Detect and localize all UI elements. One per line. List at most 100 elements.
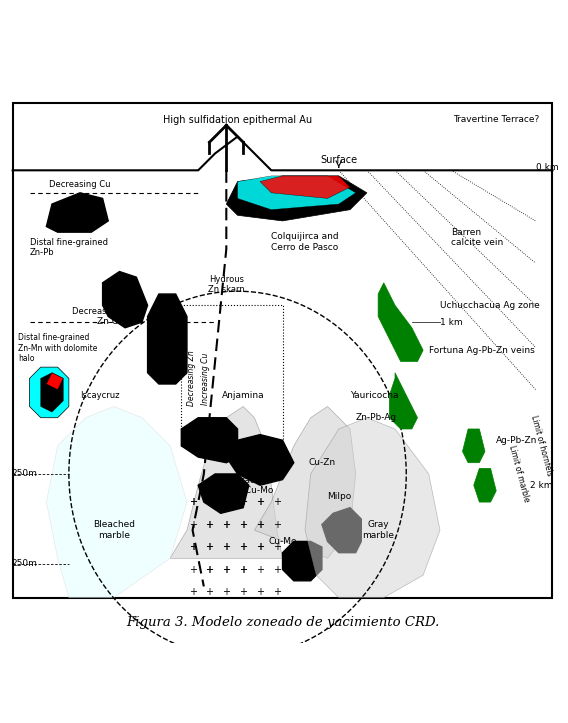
Text: +: +: [256, 542, 264, 552]
Bar: [181, 305, 282, 446]
Text: Figura 3. Modelo zoneado de yacimiento CRD.: Figura 3. Modelo zoneado de yacimiento C…: [126, 617, 439, 630]
Text: Fortuna Ag-Pb-Zn veins: Fortuna Ag-Pb-Zn veins: [429, 346, 534, 355]
Text: Uchucchacua Ag zone: Uchucchacua Ag zone: [440, 301, 540, 309]
Text: Decreasing Zn: Decreasing Zn: [187, 351, 196, 406]
Text: +: +: [206, 497, 214, 507]
Text: +: +: [189, 587, 197, 597]
Polygon shape: [474, 469, 496, 502]
Polygon shape: [282, 542, 322, 581]
Text: +: +: [273, 587, 281, 597]
Text: Distal fine-grained
Zn-Pb: Distal fine-grained Zn-Pb: [30, 238, 107, 257]
Text: Limit of hornfels: Limit of hornfels: [529, 414, 554, 477]
Text: Zn-Pb-Ag: Zn-Pb-Ag: [356, 414, 397, 422]
Polygon shape: [237, 176, 356, 210]
Text: Yauricocha: Yauricocha: [350, 390, 399, 400]
Text: Increasing Cu: Increasing Cu: [201, 352, 210, 405]
Text: Surface: Surface: [320, 155, 357, 165]
Text: +: +: [239, 520, 247, 529]
Polygon shape: [181, 418, 237, 463]
Polygon shape: [170, 406, 282, 558]
Polygon shape: [254, 406, 356, 558]
Text: Barren
calcite vein: Barren calcite vein: [451, 228, 503, 247]
Text: +: +: [273, 565, 281, 575]
Polygon shape: [148, 294, 187, 384]
Text: 250m: 250m: [11, 469, 37, 479]
Text: +: +: [222, 565, 230, 575]
Text: Milpo: Milpo: [327, 492, 351, 501]
Text: +: +: [206, 542, 214, 552]
Text: +: +: [239, 565, 247, 575]
Polygon shape: [226, 435, 294, 485]
Text: +: +: [189, 565, 197, 575]
Text: +: +: [256, 497, 264, 507]
Text: Travertine Terrace?: Travertine Terrace?: [453, 115, 540, 124]
Text: +: +: [189, 497, 197, 507]
Polygon shape: [41, 373, 63, 412]
Text: Decreasing Cu: Decreasing Cu: [72, 307, 133, 316]
Polygon shape: [226, 176, 367, 221]
Text: +: +: [239, 587, 247, 597]
Text: +: +: [222, 542, 230, 552]
Text: 2 km: 2 km: [530, 481, 553, 489]
Text: High sulfidation epithermal Au: High sulfidation epithermal Au: [163, 115, 312, 124]
Text: Anjamina: Anjamina: [222, 390, 265, 400]
Polygon shape: [30, 367, 69, 418]
Polygon shape: [47, 406, 187, 598]
Text: Distal fine-grained
Zn-Mn with dolomite
halo: Distal fine-grained Zn-Mn with dolomite …: [18, 333, 98, 363]
Text: 1 km: 1 km: [440, 317, 462, 327]
Polygon shape: [260, 176, 350, 198]
Polygon shape: [322, 508, 361, 552]
Text: +: +: [189, 497, 197, 507]
Text: Limit of marble: Limit of marble: [507, 445, 531, 503]
Text: +: +: [189, 520, 197, 529]
Text: +: +: [256, 520, 264, 529]
Text: +: +: [256, 497, 264, 507]
Polygon shape: [305, 418, 440, 598]
Text: +: +: [222, 587, 230, 597]
Text: +: +: [222, 497, 230, 507]
Text: +: +: [222, 520, 230, 529]
Text: +: +: [256, 565, 264, 575]
Text: +: +: [222, 497, 230, 507]
Polygon shape: [462, 429, 485, 463]
Text: Bleached
marble: Bleached marble: [93, 521, 135, 540]
Text: +: +: [273, 497, 281, 507]
Text: +: +: [222, 520, 230, 529]
Text: +: +: [206, 587, 214, 597]
Text: +: +: [189, 542, 197, 552]
Text: +: +: [256, 587, 264, 597]
Text: +: +: [256, 520, 264, 529]
Text: +: +: [206, 520, 214, 529]
Text: +: +: [206, 497, 214, 507]
Text: Iscaycruz: Iscaycruz: [80, 390, 120, 400]
Text: +: +: [239, 565, 247, 575]
Text: Cu-Zn: Cu-Zn: [308, 458, 336, 467]
Text: +: +: [239, 542, 247, 552]
Text: +: +: [206, 542, 214, 552]
Polygon shape: [390, 373, 417, 429]
Text: Low-grade
porphyry Cu-Mo: Low-grade porphyry Cu-Mo: [202, 476, 274, 495]
Text: +: +: [222, 565, 230, 575]
Text: Zn CRD: Zn CRD: [97, 317, 131, 325]
Text: +: +: [222, 542, 230, 552]
Polygon shape: [378, 283, 423, 362]
Text: +: +: [206, 520, 214, 529]
Text: +: +: [273, 542, 281, 552]
Text: +: +: [206, 565, 214, 575]
Text: +: +: [256, 542, 264, 552]
Text: +: +: [239, 497, 247, 507]
Bar: [12, 103, 553, 598]
Text: Colquijirca and
Cerro de Pasco: Colquijirca and Cerro de Pasco: [272, 232, 339, 252]
Polygon shape: [103, 272, 148, 328]
Text: Decreasing Cu: Decreasing Cu: [49, 180, 111, 189]
Text: 0 km: 0 km: [536, 163, 558, 172]
Polygon shape: [198, 474, 249, 513]
Text: +: +: [239, 497, 247, 507]
Polygon shape: [47, 373, 63, 390]
Text: Hydrous
Zn skarn: Hydrous Zn skarn: [208, 275, 245, 294]
Text: Cu-Mo: Cu-Mo: [268, 537, 297, 546]
Polygon shape: [47, 193, 108, 232]
Text: +: +: [206, 565, 214, 575]
Text: +: +: [239, 520, 247, 529]
Text: +: +: [273, 520, 281, 529]
